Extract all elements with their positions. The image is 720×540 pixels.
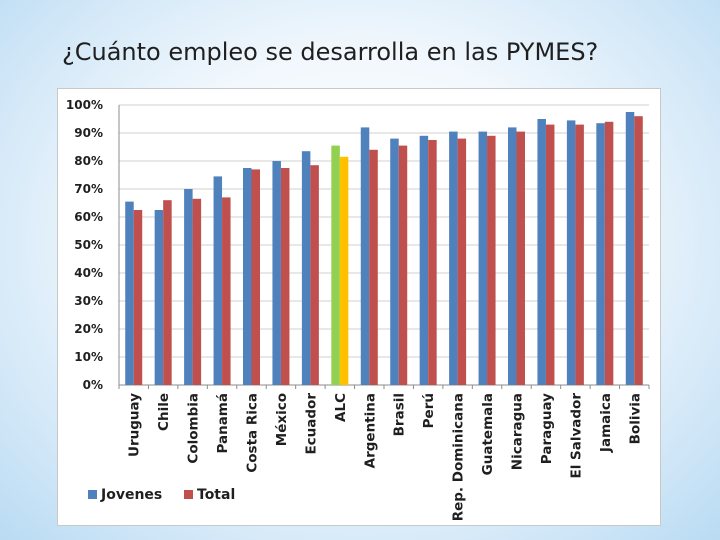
bar-jovenes [508, 127, 517, 386]
chart-container: 0% 10% 20% 30% 40% 50% 60% 70% 80% 90% 100% Uruguay… [57, 88, 661, 526]
x-tick-label: México [274, 393, 290, 446]
slide-title: ¿Cuánto empleo se desarrolla en las PYME… [62, 38, 599, 66]
bar-total [339, 156, 349, 385]
x-tick-label: Argentina [362, 393, 378, 468]
x-tick-label: Panamá [215, 393, 231, 454]
bar-total [457, 138, 467, 385]
bar-total [369, 149, 378, 385]
bar-total [545, 124, 555, 385]
bar-total [428, 140, 437, 385]
bar-jovenes [390, 138, 399, 385]
y-tick-label: 70% [74, 182, 103, 196]
y-tick-label: 100% [66, 98, 103, 112]
x-tick-label: Uruguay [127, 393, 143, 457]
bar-jovenes [360, 127, 370, 386]
x-tick-label: Brasil [392, 393, 408, 436]
legend-label-total: Total [197, 487, 235, 503]
bar-jovenes [125, 201, 134, 385]
bar-jovenes [625, 112, 635, 385]
bar-jovenes [154, 210, 164, 385]
bar-total [634, 116, 643, 385]
bar-total [487, 135, 496, 385]
bar-jovenes [537, 119, 546, 385]
y-tick-label: 50% [74, 238, 103, 252]
bar-jovenes [449, 131, 458, 385]
x-tick-label: Paraguay [539, 393, 555, 464]
bar-jovenes [184, 189, 193, 385]
bar-jovenes [272, 161, 281, 385]
bar-total [222, 197, 231, 385]
x-tick-label: ALC [333, 393, 349, 422]
y-tick-label: 60% [74, 210, 103, 224]
bar-total [192, 198, 202, 385]
bar-jovenes [419, 135, 429, 385]
y-tick-label: 0% [83, 378, 103, 392]
x-tick-label: Nicaragua [510, 393, 526, 470]
bar-total [163, 200, 172, 385]
x-tick-label: Perú [421, 393, 437, 428]
x-tick-label: El Salvador [568, 393, 584, 479]
y-tick-label: 40% [74, 266, 103, 280]
bar-jovenes [301, 151, 311, 385]
x-tick-label: Bolivia [627, 393, 643, 444]
bar-jovenes [243, 168, 252, 385]
bar-total [310, 165, 319, 385]
bar-jovenes [331, 145, 340, 385]
bar-total [280, 168, 290, 385]
x-tick-label: Chile [156, 393, 172, 431]
legend-swatch-total [184, 490, 193, 499]
bar-total [604, 121, 614, 386]
bar-total [251, 169, 260, 385]
x-tick-label: Colombia [186, 393, 202, 464]
bar-jovenes [596, 123, 605, 385]
bar-jovenes [566, 120, 576, 386]
x-tick-label: Costa Rica [245, 393, 261, 473]
x-tick-label: Ecuador [303, 393, 319, 455]
bar-total [133, 210, 143, 385]
bar-total [575, 124, 584, 385]
legend-swatch-jovenes [88, 490, 97, 499]
bar-total [516, 131, 525, 385]
bar-jovenes [478, 131, 488, 385]
y-tick-label: 30% [74, 294, 103, 308]
legend-label-jovenes: Jovenes [100, 487, 162, 503]
y-tick-label: 90% [74, 126, 103, 140]
bar-jovenes [213, 176, 223, 385]
x-tick-label: Rep. Dominicana [451, 393, 467, 521]
x-tick-label: Guatemala [480, 393, 496, 475]
x-tick-label: Jamaica [598, 393, 614, 453]
bar-chart: 0% 10% 20% 30% 40% 50% 60% 70% 80% 90% 100% Uruguay… [66, 98, 650, 521]
y-tick-label: 20% [74, 322, 103, 336]
y-tick-label: 10% [74, 350, 103, 364]
bar-total [398, 145, 408, 385]
y-tick-label: 80% [74, 154, 103, 168]
